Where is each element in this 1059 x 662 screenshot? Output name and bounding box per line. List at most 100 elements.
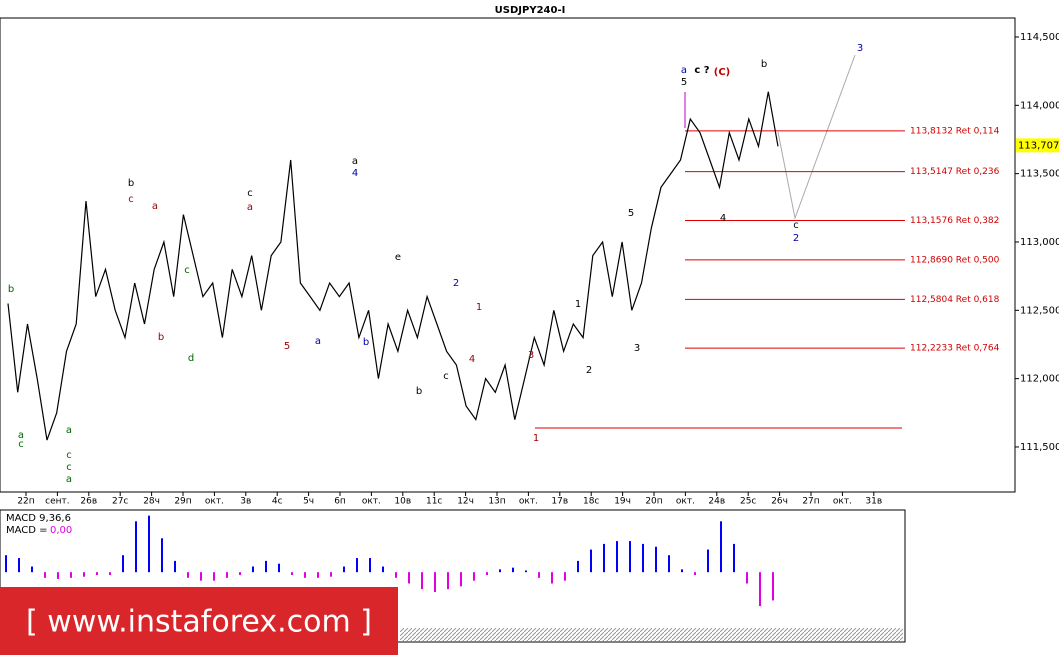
x-tick-label: 28ч [143, 497, 160, 507]
wave-label: a [315, 336, 321, 347]
macd-value: 0,00 [50, 525, 72, 536]
wave-label: 1 [533, 433, 539, 444]
wave-label: a [18, 430, 24, 441]
x-tick-label: 4с [272, 497, 283, 507]
x-tick-label: 29п [174, 497, 191, 507]
macd-bar [603, 543, 605, 573]
x-tick-label: 26в [80, 497, 97, 507]
macd-bar [135, 521, 137, 573]
price-panel [0, 17, 1016, 493]
wave-label: b [761, 59, 767, 70]
macd-bar [18, 558, 20, 573]
wave-label: 1 [575, 299, 581, 310]
wave-label: c [184, 265, 190, 276]
x-tick-label: окт. [362, 497, 381, 507]
macd-bar [304, 572, 306, 578]
wave-label: 2 [586, 365, 592, 376]
wave-label: c [66, 462, 72, 473]
x-tick-label: окт. [676, 497, 695, 507]
x-tick-label: 18с [583, 497, 599, 507]
macd-bar [642, 543, 644, 573]
macd-bar [655, 546, 657, 573]
wave-label: a [66, 425, 72, 436]
x-tick-label: 27п [802, 497, 819, 507]
fib-label: 112,2233 Ret 0,764 [910, 344, 1000, 354]
wave-label: b [8, 284, 14, 295]
macd-bar [5, 555, 7, 573]
macd-bar [681, 569, 683, 573]
macd-bar [382, 566, 384, 573]
wave-label: 5 [284, 341, 290, 352]
macd-bar [707, 549, 709, 573]
fib-label: 113,1576 Ret 0,382 [910, 216, 999, 226]
macd-bar [590, 549, 592, 573]
macd-bar [759, 572, 761, 607]
current-price-box [1016, 138, 1059, 153]
wave-label: c [128, 194, 134, 205]
wave-label: a [152, 201, 158, 212]
macd-bar [772, 572, 774, 601]
macd-bar [460, 572, 462, 587]
macd-bar [694, 572, 696, 575]
macd-bar [330, 572, 332, 577]
wave-label: c [443, 371, 449, 382]
macd-value-name: MACD = [6, 525, 48, 536]
wave-label: c [66, 450, 72, 461]
watermark: [ www.instaforex.com ] [26, 605, 372, 640]
wave-label: 4 [720, 213, 726, 224]
macd-bar [473, 572, 475, 581]
wave-label: 5 [681, 77, 687, 88]
macd-bar [486, 572, 488, 575]
macd-label: MACD 9,36,6 [6, 513, 71, 524]
macd-bar [356, 558, 358, 573]
macd-bar [551, 572, 553, 584]
x-tick-label: 17в [551, 497, 568, 507]
y-tick-label: 112,500 [1020, 305, 1059, 316]
x-tick-label: окт. [205, 497, 224, 507]
x-tick-label: 19ч [614, 497, 631, 507]
chart-title: USDJPY240-I [495, 5, 566, 16]
x-tick-label: 31в [865, 497, 882, 507]
wave-label: c [793, 220, 799, 231]
macd-bar [213, 572, 215, 581]
macd-bar [317, 572, 319, 578]
x-tick-label: 5ч [303, 497, 314, 507]
macd-bar [525, 570, 527, 573]
macd-bar [720, 521, 722, 573]
x-tick-label: 13п [488, 497, 505, 507]
wave-label: b [158, 332, 164, 343]
x-tick-label: окт. [833, 497, 852, 507]
macd-bar [733, 543, 735, 573]
fib-label: 112,5804 Ret 0,618 [910, 295, 1000, 305]
wave-label: a [247, 202, 253, 213]
wave-label: b [363, 337, 369, 348]
x-tick-label: 25с [740, 497, 756, 507]
y-tick-label: 111,500 [1020, 442, 1059, 453]
macd-bar [161, 538, 163, 573]
macd-bar [395, 572, 397, 578]
macd-bar [31, 566, 33, 573]
wave-label: 3 [634, 343, 640, 354]
wave-label: c [247, 188, 253, 199]
wave-label: d [188, 353, 194, 364]
x-tick-label: 6п [334, 497, 346, 507]
hatch [400, 628, 903, 641]
macd-bar [616, 541, 618, 573]
x-tick-label: 10в [394, 497, 411, 507]
macd-bar [187, 572, 189, 578]
wave-label: 3 [857, 43, 863, 54]
macd-bar [291, 572, 293, 575]
wave-label: c [18, 439, 24, 450]
macd-bar [96, 572, 98, 575]
macd-bar [369, 558, 371, 573]
macd-bar [434, 572, 436, 592]
fib-label: 113,8132 Ret 0,114 [910, 126, 1000, 136]
x-tick-label: окт. [519, 497, 538, 507]
macd-bar [408, 572, 410, 584]
macd-bar [122, 555, 124, 573]
macd-bar [343, 566, 345, 573]
x-tick-label: 26ч [771, 497, 788, 507]
wave-label: b [128, 178, 134, 189]
x-tick-label: 3в [240, 497, 251, 507]
y-tick-label: 113,500 [1020, 169, 1059, 180]
